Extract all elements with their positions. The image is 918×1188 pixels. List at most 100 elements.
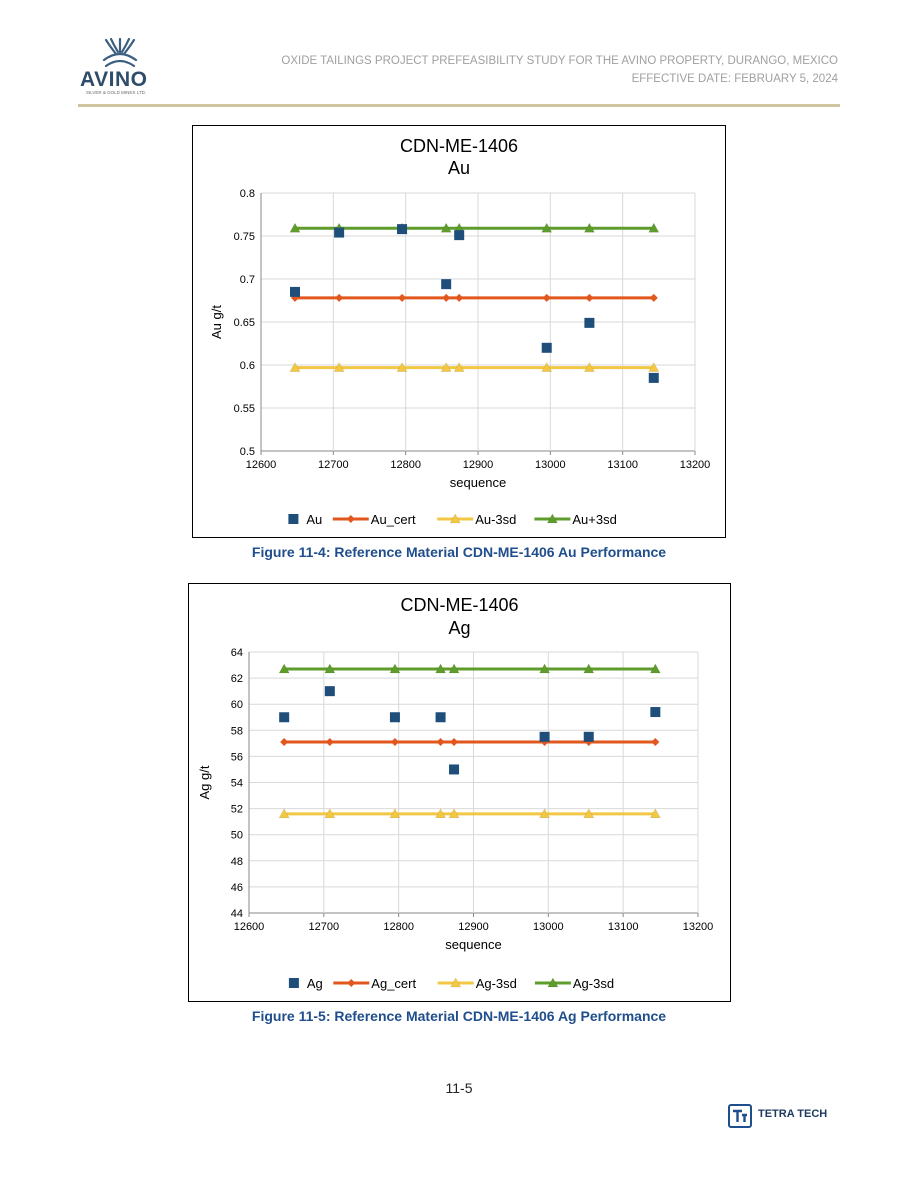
- y-tick-label: 62: [231, 673, 243, 685]
- series-au-3sd: [289, 362, 660, 372]
- series-ag-3sd: [278, 808, 661, 819]
- series-ag-3sd: [278, 663, 661, 674]
- series-au: [289, 224, 659, 383]
- data-point: [436, 738, 445, 747]
- data-point: [541, 222, 553, 233]
- data-point: [450, 738, 459, 747]
- figure-caption-ag: Figure 11-5: Reference Material CDN-ME-1…: [251, 1008, 667, 1024]
- x-tick-label: 12800: [383, 921, 414, 933]
- data-point: [397, 224, 408, 235]
- avino-logo-icon: [102, 37, 138, 68]
- legend-marker: [546, 513, 558, 524]
- y-tick-label: 64: [231, 647, 243, 659]
- series-au-3sd: [289, 222, 660, 233]
- legend-label: Au_cert: [371, 512, 416, 527]
- logo-subtitle: SILVER & GOLD MINES LTD.: [86, 90, 147, 95]
- x-tick-label: 12600: [234, 921, 265, 933]
- data-point: [442, 293, 451, 302]
- y-tick-label: 60: [231, 699, 243, 711]
- legend-item: Ag: [288, 976, 323, 991]
- x-tick-label: 13100: [607, 459, 638, 471]
- legend-marker: [288, 514, 299, 524]
- legend-label: Ag-3sd: [573, 976, 614, 991]
- y-tick-label: 56: [231, 751, 243, 763]
- x-tick-label: 13200: [683, 921, 714, 933]
- data-point: [335, 293, 344, 302]
- data-point: [278, 808, 290, 819]
- data-point: [583, 808, 595, 819]
- legend-marker: [288, 978, 299, 988]
- data-point: [650, 707, 661, 718]
- x-tick-label: 12700: [318, 459, 349, 471]
- data-point: [324, 686, 335, 697]
- chart-subtitle: Au: [448, 158, 470, 178]
- data-point: [398, 293, 407, 302]
- y-tick-label: 46: [231, 882, 243, 894]
- chart-legend: Au Au_cert Au-3sd Au+3sd: [288, 512, 617, 527]
- y-tick-label: 58: [231, 725, 243, 737]
- data-point: [280, 738, 289, 747]
- x-tick-label: 13000: [535, 459, 566, 471]
- y-axis-label: Ag g/t: [197, 765, 212, 799]
- y-tick-label: 0.55: [234, 403, 255, 415]
- y-tick-label: 44: [231, 908, 243, 920]
- data-point: [435, 808, 446, 819]
- x-axis-label: sequence: [445, 937, 501, 952]
- legend-marker: [346, 515, 355, 523]
- document-header: OXIDE TAILINGS PROJECT PREFEASIBILITY ST…: [281, 52, 838, 88]
- y-tick-label: 0.7: [240, 274, 255, 286]
- x-tick-label: 12700: [309, 921, 340, 933]
- y-tick-label: 0.75: [234, 231, 255, 243]
- series-au-cert: [290, 293, 658, 302]
- data-point: [289, 362, 301, 372]
- legend-label: Ag_cert: [371, 976, 416, 991]
- legend-item: Ag-3sd: [534, 976, 614, 991]
- data-point: [449, 764, 460, 775]
- data-point: [584, 738, 593, 747]
- data-point: [651, 738, 660, 747]
- legend-marker: [547, 977, 559, 988]
- data-point: [290, 293, 299, 302]
- data-point: [389, 663, 401, 674]
- au-performance-chart: CDN-ME-1406 Au 0.5 0.55 0.6 0.65 0.7 0.75 0.8 126…: [192, 125, 726, 538]
- legend-item: Ag-3sd: [437, 976, 517, 991]
- data-point: [583, 222, 595, 233]
- y-tick-label: 52: [231, 804, 243, 816]
- logo-wordmark: AVINO: [80, 68, 148, 91]
- tetra-tech-icon: [728, 1104, 752, 1128]
- data-point: [389, 808, 401, 819]
- data-point: [455, 293, 464, 302]
- legend-marker: [450, 977, 462, 988]
- y-axis-label: Au g/t: [209, 305, 224, 339]
- legend-item: Au+3sd: [534, 512, 617, 527]
- data-point: [648, 372, 659, 383]
- data-point: [541, 362, 553, 372]
- legend-label: Ag: [307, 976, 323, 991]
- y-tick-label: 54: [231, 778, 243, 790]
- legend-marker: [449, 513, 461, 524]
- legend-item: Au_cert: [332, 512, 416, 527]
- data-point: [541, 342, 552, 353]
- header-title: OXIDE TAILINGS PROJECT PREFEASIBILITY ST…: [281, 55, 838, 67]
- data-point: [448, 663, 460, 674]
- x-tick-label: 12600: [246, 459, 277, 471]
- data-point: [649, 663, 661, 674]
- data-point: [453, 362, 465, 372]
- legend-item: Ag_cert: [333, 976, 416, 991]
- y-tick-label: 48: [231, 856, 243, 868]
- data-point: [289, 286, 300, 297]
- data-point: [334, 227, 345, 238]
- series-ag-cert: [280, 738, 660, 747]
- y-tick-label: 50: [231, 830, 243, 842]
- x-tick-label: 13000: [533, 921, 564, 933]
- data-point: [583, 731, 594, 742]
- data-point: [585, 293, 594, 302]
- data-point: [278, 663, 290, 674]
- legend-item: Au-3sd: [437, 512, 516, 527]
- y-tick-label: 0.8: [240, 188, 255, 200]
- data-point: [325, 738, 334, 747]
- y-tick-label: 0.5: [240, 446, 255, 458]
- legend-marker: [347, 979, 356, 987]
- data-point: [540, 738, 549, 747]
- data-point: [648, 222, 660, 233]
